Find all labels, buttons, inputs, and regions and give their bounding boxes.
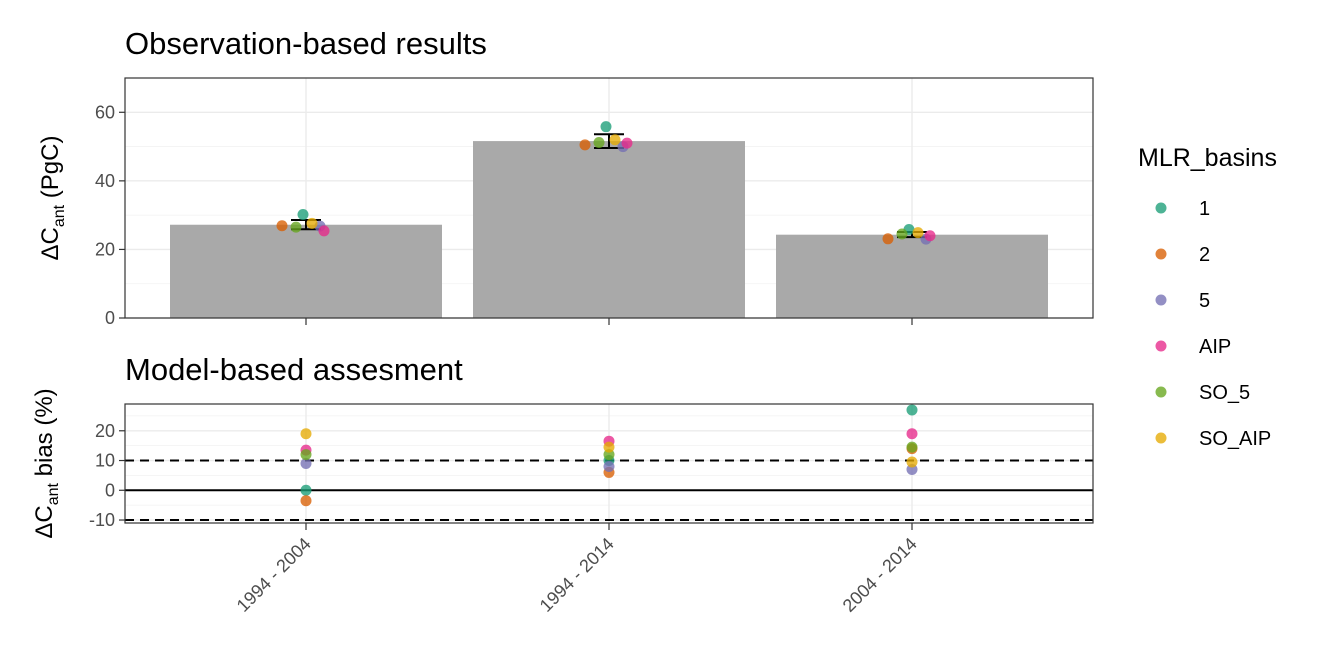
data-point-AIP <box>924 230 936 242</box>
legend-item: AIP <box>1155 336 1231 358</box>
y-tick-label: 10 <box>95 451 115 471</box>
y-tick-label: 60 <box>95 102 115 122</box>
legend-key <box>1155 386 1167 398</box>
observation-panel: Observation-based results 0 20 40 60 ΔCant (P… <box>37 26 1094 328</box>
data-point-SO_AIP <box>912 227 924 239</box>
data-point-SO_AIP <box>609 134 621 146</box>
data-point-AIP <box>906 428 918 440</box>
data-point-SO_AIP <box>906 456 918 468</box>
x-tick-label: 1994 - 2014 <box>536 534 618 616</box>
legend-item: SO_5 <box>1155 382 1250 404</box>
legend-key <box>1155 202 1167 214</box>
legend-key <box>1155 248 1167 260</box>
y-tick-label: 20 <box>95 239 115 259</box>
bar <box>473 141 745 318</box>
bar <box>776 234 1048 318</box>
data-point-1 <box>906 404 918 416</box>
legend-title: MLR_basins <box>1138 144 1277 172</box>
y-axis-label: ΔCant (PgC) <box>37 136 68 261</box>
data-point-SO_5 <box>896 228 908 240</box>
data-point-2 <box>579 139 591 151</box>
legend-key <box>1155 340 1167 352</box>
bar <box>170 224 442 318</box>
data-point-SO_5 <box>300 449 312 461</box>
legend-item: 2 <box>1155 244 1210 266</box>
legend-label: SO_AIP <box>1199 428 1271 450</box>
data-point-1 <box>300 484 312 496</box>
data-point-5 <box>603 460 615 472</box>
data-point-SO_5 <box>906 441 918 453</box>
x-tick-label: 1994 - 2004 <box>233 534 315 616</box>
data-point-2 <box>882 233 894 245</box>
data-point-1 <box>600 121 612 133</box>
x-tick-label: 2004 - 2014 <box>839 534 921 616</box>
legend-label: 1 <box>1199 198 1210 220</box>
legend: MLR_basins 1 2 5 AIP SO_5 SO_AIP <box>1138 144 1277 450</box>
panel-title: Model-based assesment <box>125 352 463 387</box>
legend-label: SO_5 <box>1199 382 1250 404</box>
data-point-AIP <box>318 225 330 237</box>
legend-label: 5 <box>1199 290 1210 312</box>
data-point-SO_5 <box>290 221 302 233</box>
data-point-SO_AIP <box>300 428 312 440</box>
y-tick-label: 0 <box>105 480 115 500</box>
data-point-SO_5 <box>593 136 605 148</box>
y-tick-label: 0 <box>105 308 115 328</box>
y-tick-label: -10 <box>89 510 115 530</box>
data-point-AIP <box>621 137 633 149</box>
y-tick-label: 20 <box>95 421 115 441</box>
data-point-SO_AIP <box>306 217 318 229</box>
legend-item: SO_AIP <box>1155 428 1271 450</box>
legend-label: 2 <box>1199 244 1210 266</box>
legend-key <box>1155 432 1167 444</box>
data-point-2 <box>300 495 312 507</box>
legend-item: 1 <box>1155 198 1210 220</box>
legend-key <box>1155 294 1167 306</box>
legend-label: AIP <box>1199 336 1231 358</box>
panel-title: Observation-based results <box>125 26 487 61</box>
legend-item: 5 <box>1155 290 1210 312</box>
data-point-1 <box>297 208 309 220</box>
data-point-SO_AIP <box>603 441 615 453</box>
model-panel: Model-based assesment -10 0 10 20 ΔCant bias … <box>31 352 1094 616</box>
data-point-2 <box>276 220 288 232</box>
data-point-5 <box>300 458 312 469</box>
y-tick-label: 40 <box>95 171 115 191</box>
y-axis-label: ΔCant bias (%) <box>31 388 62 538</box>
